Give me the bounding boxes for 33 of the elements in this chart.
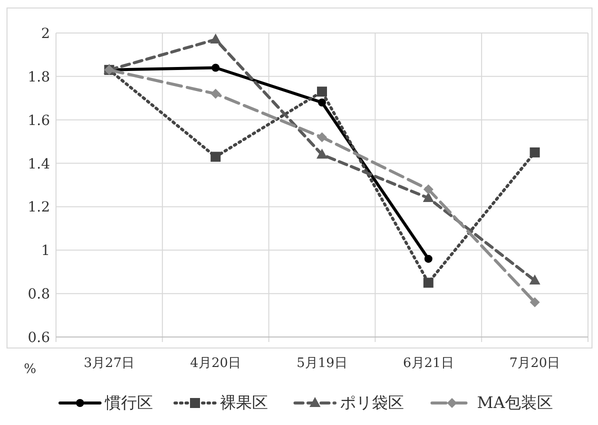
x-tick-label: 4月20日 <box>190 356 242 371</box>
point <box>529 274 540 285</box>
point <box>317 86 327 97</box>
legend-label: 裸果区 <box>220 393 268 412</box>
point <box>318 98 326 106</box>
y-tick-label: 1.6 <box>28 112 50 129</box>
point <box>422 192 434 202</box>
x-tick-label: 3月27日 <box>84 356 135 371</box>
y-tick-label: 1.4 <box>28 156 50 172</box>
y-tick-label: 0.8 <box>28 286 50 303</box>
point <box>212 64 220 72</box>
point <box>316 148 328 159</box>
legend-label: ポリ袋区 <box>340 393 404 412</box>
point <box>530 297 540 308</box>
y-axis-title: % <box>24 362 36 377</box>
x-tick-label: 7月20日 <box>509 356 560 371</box>
y-tick-label: 1.8 <box>28 69 50 86</box>
x-tick-label: 6月21日 <box>402 356 454 371</box>
point <box>423 184 434 194</box>
point <box>423 278 434 288</box>
point <box>210 34 222 44</box>
legend-label: MA包装区 <box>477 393 553 412</box>
y-tick-label: 1.2 <box>28 200 50 216</box>
x-tick-label: 5月19日 <box>296 356 348 371</box>
y-tick-label: 0.6 <box>28 330 50 346</box>
point <box>530 147 540 158</box>
y-tick-label: 2 <box>41 26 50 42</box>
y-tick-label: 1 <box>41 243 50 260</box>
point <box>424 254 432 263</box>
point <box>210 152 221 162</box>
point <box>210 88 221 99</box>
legend-label: 慣行区 <box>104 393 153 412</box>
point <box>317 132 327 142</box>
